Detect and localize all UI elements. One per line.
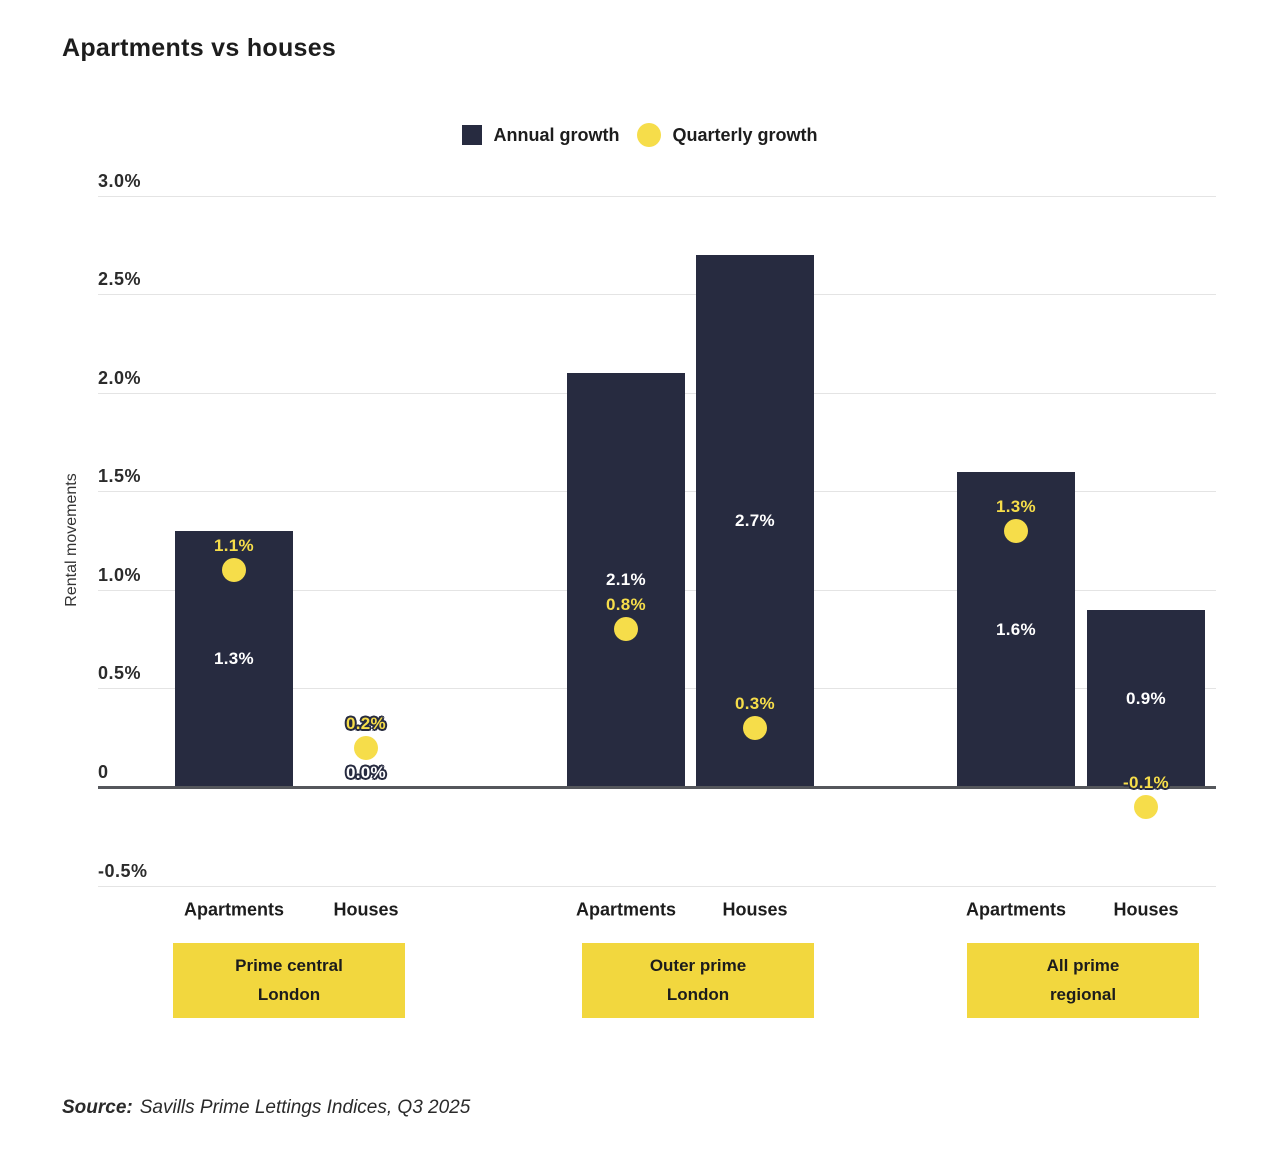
- y-axis-title: Rental movements: [63, 473, 80, 607]
- annual-value-label: 2.7%: [735, 511, 775, 530]
- quarterly-growth-dot: [222, 558, 246, 582]
- group-label-line: London: [257, 984, 321, 1004]
- group-label-box: Outer prime London: [582, 943, 814, 1018]
- source-label: Source:: [62, 1097, 133, 1118]
- y-tick-label: 1.5%: [98, 466, 142, 486]
- quarterly-growth-dot: [1134, 795, 1158, 819]
- y-tick-label: 3.0%: [98, 171, 142, 191]
- x-axis-category-label: Houses: [722, 899, 788, 920]
- x-axis-category-label: Houses: [333, 899, 399, 920]
- quarterly-growth-dot: [614, 617, 638, 641]
- y-tick-label: -0.5%: [98, 861, 148, 881]
- annual-value-label: 1.6%: [996, 620, 1036, 639]
- gridline: [98, 294, 1216, 295]
- x-axis-category-label: Apartments: [183, 899, 285, 920]
- annual-value-label: 2.1%: [606, 570, 646, 589]
- legend-item-annual-growth: Annual growth: [462, 125, 619, 146]
- y-tick-label: 0.5%: [98, 663, 142, 683]
- legend-item-quarterly-growth: Quarterly growth: [637, 123, 818, 147]
- source-text: Savills Prime Lettings Indices, Q3 2025: [139, 1097, 471, 1118]
- annual-value-label: 0.0%: [346, 763, 386, 782]
- annual-growth-bar: [696, 255, 814, 787]
- group-label-line: All prime: [1046, 956, 1120, 976]
- quarterly-growth-dot: [743, 716, 767, 740]
- y-tick-label: 2.5%: [98, 269, 142, 289]
- chart-title: Apartments vs houses: [62, 34, 337, 62]
- annual-growth-bar: [567, 373, 685, 787]
- group-label-box: All prime regional: [967, 943, 1199, 1018]
- quarterly-value-label: 1.3%: [996, 497, 1036, 516]
- group-label-line: Prime central: [235, 956, 343, 976]
- legend: Annual growth Quarterly growth: [0, 123, 1280, 147]
- group-label-line: regional: [1049, 984, 1117, 1004]
- quarterly-growth-swatch-icon: [637, 123, 662, 147]
- gridline: [98, 886, 1216, 887]
- x-axis-category-label: Houses: [1113, 899, 1179, 920]
- quarterly-growth-dot: [354, 736, 378, 760]
- y-tick-label: 1.0%: [98, 565, 142, 585]
- gridline: [98, 196, 1216, 197]
- annual-value-label: 1.3%: [214, 649, 254, 668]
- group-label-line: London: [666, 984, 730, 1004]
- quarterly-value-label: 1.1%: [214, 536, 254, 555]
- legend-label-quarterly-growth: Quarterly growth: [672, 124, 818, 145]
- quarterly-growth-dot: [1004, 519, 1028, 543]
- source-note: Source: Savills Prime Lettings Indices, Q…: [62, 1097, 470, 1119]
- annual-growth-bar: [1087, 610, 1205, 787]
- x-axis-baseline: [98, 786, 1216, 789]
- quarterly-value-label: 0.8%: [606, 595, 646, 614]
- annual-value-label: 0.9%: [1126, 689, 1166, 708]
- annual-growth-swatch-icon: [462, 125, 483, 145]
- legend-label-annual-growth: Annual growth: [493, 124, 620, 145]
- quarterly-value-label: 0.2%: [346, 714, 386, 733]
- group-label-line: Outer prime: [649, 956, 747, 976]
- quarterly-value-label: 0.3%: [735, 694, 775, 713]
- y-tick-label: 2.0%: [98, 368, 142, 388]
- x-axis-category-label: Apartments: [965, 899, 1067, 920]
- group-label-box: Prime central London: [173, 943, 405, 1018]
- x-axis-category-label: Apartments: [575, 899, 677, 920]
- y-tick-label: 0: [98, 762, 109, 782]
- quarterly-value-label: -0.1%: [1123, 773, 1169, 792]
